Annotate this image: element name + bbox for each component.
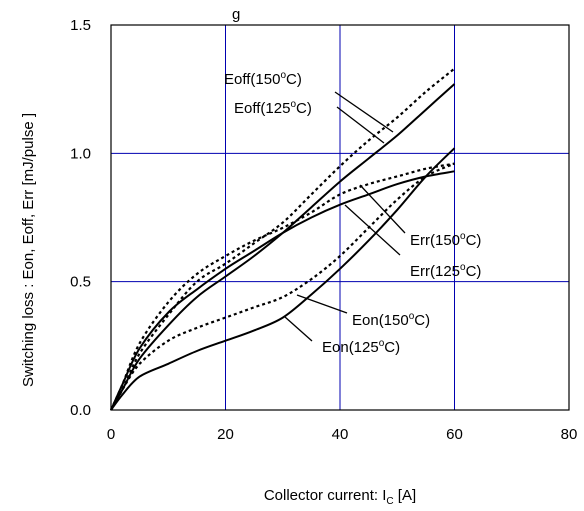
x-tick-label: 20 bbox=[217, 426, 234, 443]
annotation-leader-lines bbox=[284, 91, 406, 342]
y-tick-label: 0.0 bbox=[70, 402, 91, 419]
y-tick-label: 1.5 bbox=[70, 17, 91, 34]
y-tick-label: 0.5 bbox=[70, 274, 91, 291]
x-axis-label: Collector current: IC [A] bbox=[264, 487, 416, 507]
annotation-leader-line bbox=[359, 184, 406, 234]
x-tick-label: 80 bbox=[561, 426, 578, 443]
annotation-leader-line bbox=[344, 204, 401, 256]
series-line-eon-150-c bbox=[110, 162, 455, 411]
tick-labels: 0 20 40 60 80 0.0 0.5 1.0 1.5 bbox=[70, 17, 577, 443]
x-tick-label: 40 bbox=[332, 426, 349, 443]
series-line-eoff-125-c bbox=[110, 83, 456, 411]
annotation-leader-line bbox=[336, 106, 385, 144]
series-line-err-150-c bbox=[109, 162, 455, 411]
x-axis-label-unit: [A] bbox=[394, 487, 417, 504]
x-axis-label-subscript: C bbox=[386, 496, 393, 507]
annotation-label: Eoff(125oC) bbox=[234, 99, 312, 117]
annotation-leader-line bbox=[334, 91, 394, 133]
x-tick-label: 0 bbox=[107, 426, 115, 443]
annotation-label: Err(150oC) bbox=[410, 231, 481, 249]
annotations: Eoff(150oC) Eoff(125oC) Err(150oC) Err(125o… bbox=[224, 70, 481, 356]
x-tick-label: 60 bbox=[446, 426, 463, 443]
annotation-label: Eon(125oC) bbox=[322, 338, 400, 356]
annotation-label: Err(125oC) bbox=[410, 262, 481, 280]
x-axis-label-main: Collector current: I bbox=[264, 487, 387, 504]
y-tick-label: 1.0 bbox=[70, 145, 91, 162]
annotation-leader-line bbox=[296, 294, 348, 314]
annotation-leader-line bbox=[284, 316, 313, 342]
series-line-eon-125-c bbox=[110, 147, 456, 411]
y-axis-label: Switching loss : Eon, Eoff, Err [mJ/puls… bbox=[20, 113, 37, 387]
series-lines bbox=[109, 67, 456, 411]
chart-title-fragment: g bbox=[232, 6, 240, 23]
series-line-eoff-150-c bbox=[110, 67, 456, 411]
annotation-label: Eon(150oC) bbox=[352, 311, 430, 329]
plot-frame bbox=[110, 24, 570, 411]
annotation-label: Eoff(150oC) bbox=[224, 70, 302, 88]
series-line-err-125-c bbox=[110, 170, 455, 411]
